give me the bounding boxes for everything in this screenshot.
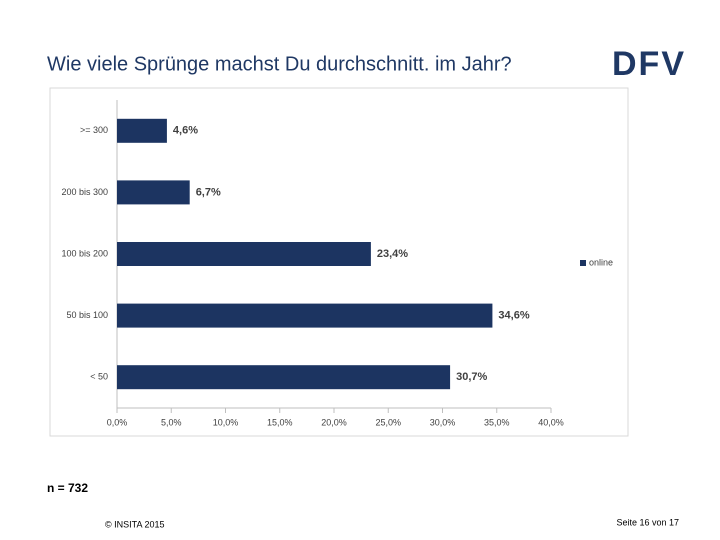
x-tick-label: 25,0% [375, 417, 401, 427]
y-tick-label: >= 300 [80, 125, 108, 135]
y-tick-label: 100 bis 200 [61, 248, 108, 258]
x-tick-label: 15,0% [267, 417, 293, 427]
page-number: Seite 16 von 17 [616, 517, 679, 527]
value-label: 6,7% [196, 186, 221, 198]
bar [117, 242, 371, 266]
bar [117, 118, 167, 143]
y-tick-label: < 50 [90, 372, 108, 382]
y-tick-label: 200 bis 300 [61, 187, 108, 197]
slide-title: Wie viele Sprünge machst Du durchschnitt… [47, 53, 512, 75]
bar [117, 180, 190, 205]
value-label: 23,4% [377, 248, 408, 260]
sample-size: n = 732 [47, 481, 88, 495]
logo: DFV [612, 45, 686, 83]
value-label: 34,6% [498, 310, 529, 322]
x-tick-label: 20,0% [321, 417, 347, 427]
copyright: © INSITA 2015 [105, 519, 165, 529]
x-tick-label: 10,0% [213, 417, 239, 427]
x-tick-label: 35,0% [484, 417, 510, 427]
legend-swatch [580, 260, 586, 266]
y-tick-label: 50 bis 100 [66, 310, 108, 320]
value-label: 30,7% [456, 371, 487, 383]
bar [117, 365, 451, 390]
x-tick-label: 30,0% [430, 417, 456, 427]
value-label: 4,6% [173, 125, 198, 137]
x-tick-label: 40,0% [538, 417, 564, 427]
x-tick-label: 5,0% [161, 417, 182, 427]
bar [117, 303, 493, 328]
x-tick-label: 0,0% [107, 417, 128, 427]
legend-label: online [589, 257, 613, 267]
